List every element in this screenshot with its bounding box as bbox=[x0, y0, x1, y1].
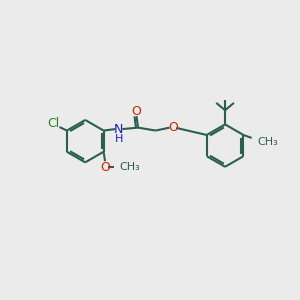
Text: Cl: Cl bbox=[47, 117, 60, 130]
Text: O: O bbox=[168, 121, 178, 134]
Text: N: N bbox=[114, 123, 124, 136]
Text: H: H bbox=[115, 134, 123, 143]
Text: CH₃: CH₃ bbox=[258, 137, 278, 147]
Text: CH₃: CH₃ bbox=[120, 162, 140, 172]
Text: O: O bbox=[100, 160, 110, 174]
Text: O: O bbox=[132, 105, 142, 118]
